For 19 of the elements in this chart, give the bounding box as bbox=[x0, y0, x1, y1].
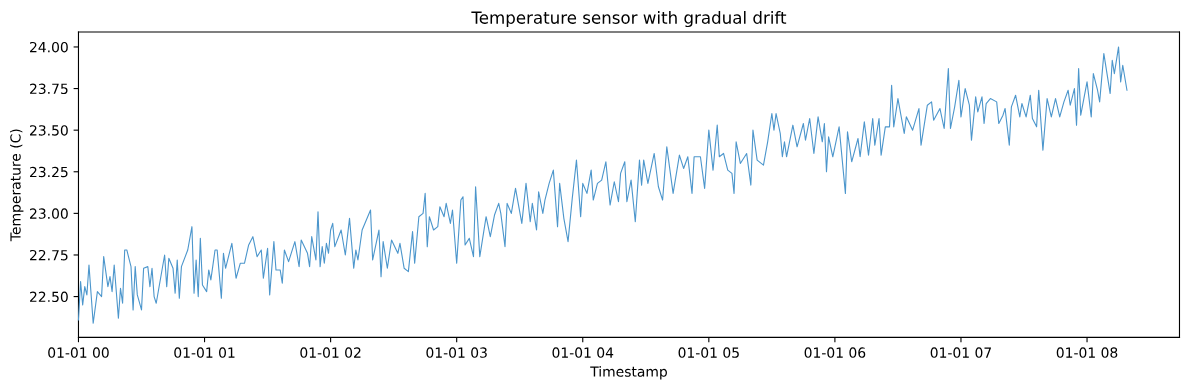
x-tick-label: 01-01 03 bbox=[426, 347, 487, 358]
x-tick-label: 01-01 05 bbox=[678, 347, 739, 358]
y-tick-label: 23.25 bbox=[30, 166, 68, 178]
x-tick-label: 01-01 04 bbox=[552, 347, 614, 358]
x-axis-title: Timestamp bbox=[590, 366, 667, 380]
y-tick-label: 23.00 bbox=[30, 208, 68, 219]
x-tick-label: 01-01 01 bbox=[174, 347, 235, 358]
y-tick-label: 23.50 bbox=[30, 125, 68, 136]
x-tick-label: 01-01 00 bbox=[48, 347, 109, 358]
y-tick-label: 22.50 bbox=[30, 291, 68, 303]
y-tick-label: 24.00 bbox=[30, 41, 68, 53]
x-tick-label: 01-01 08 bbox=[1056, 347, 1118, 358]
chart-title: Temperature sensor with gradual drift bbox=[471, 10, 787, 28]
y-tick-label: 23.75 bbox=[30, 83, 68, 95]
y-axis-title: Temperature (C) bbox=[10, 129, 24, 242]
x-tick-label: 01-01 02 bbox=[300, 347, 361, 358]
y-tick-label: 22.75 bbox=[30, 249, 68, 261]
x-tick-label: 01-01 07 bbox=[930, 347, 991, 358]
x-tick-label: 01-01 06 bbox=[804, 347, 866, 358]
